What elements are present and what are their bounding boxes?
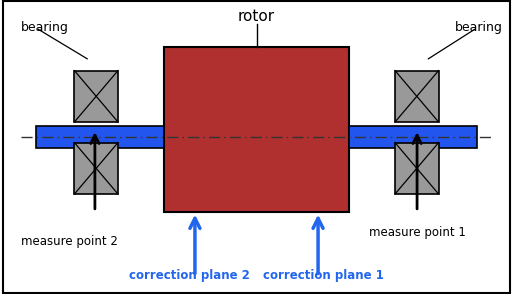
Bar bbox=[349, 126, 477, 148]
Text: bearing: bearing bbox=[21, 21, 68, 34]
Text: measure point 1: measure point 1 bbox=[369, 226, 466, 239]
Text: bearing: bearing bbox=[455, 21, 503, 34]
Bar bbox=[164, 47, 349, 212]
Text: correction plane 1: correction plane 1 bbox=[263, 269, 384, 282]
Bar bbox=[74, 143, 118, 194]
Bar bbox=[395, 143, 439, 194]
Bar bbox=[74, 71, 118, 122]
Bar bbox=[36, 126, 164, 148]
Text: measure point 2: measure point 2 bbox=[21, 235, 117, 248]
Text: correction plane 2: correction plane 2 bbox=[129, 269, 250, 282]
Text: rotor: rotor bbox=[238, 9, 275, 24]
Bar bbox=[395, 71, 439, 122]
